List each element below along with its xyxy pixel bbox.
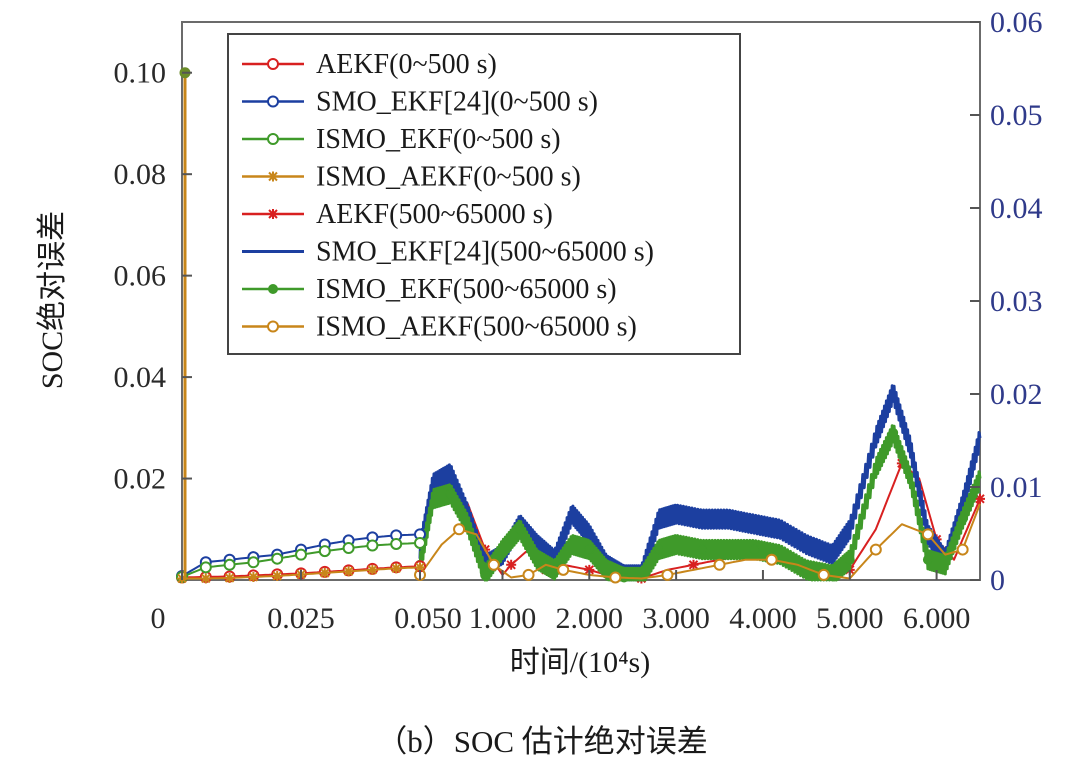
ISMO_EKF(500~65000 s)-marker <box>480 569 491 580</box>
left-tick-label: 0.08 <box>114 158 167 191</box>
legend-marker <box>268 171 278 182</box>
ISMO_AEKF(0~500 s)-marker <box>200 573 211 584</box>
ISMO_AEKF(500~65000 s)-marker <box>487 558 500 571</box>
x-tick-label: 1.000 <box>469 602 537 635</box>
ISMO_AEKF(500~65000 s)-marker <box>453 523 466 536</box>
ISMO_EKF(500~65000 s)-marker <box>514 524 525 535</box>
ISMO_AEKF(500~65000 s)-marker <box>713 558 726 571</box>
ISMO_EKF(500~65000 s)-marker <box>445 488 456 499</box>
x-tick-label: 0 <box>151 602 166 635</box>
ISMO_EKF(500~65000 s)-marker <box>957 514 968 525</box>
x-tick-label: 2.000 <box>556 602 624 635</box>
figure-caption: （b）SOC 估计绝对误差 <box>376 724 708 759</box>
x-axis-label: 时间/(10⁴s) <box>510 646 650 679</box>
legend-box <box>227 33 741 355</box>
ISMO_AEKF(500~65000 s)-marker <box>956 543 969 556</box>
ISMO_EKF(500~65000 s)-marker <box>697 544 708 555</box>
ISMO_EKF(0~500 s)-marker <box>199 561 212 574</box>
x-tick-label: 0.050 <box>394 602 462 635</box>
right-tick-label: 0.01 <box>990 471 1043 504</box>
AEKF(500~65000 s)-marker <box>506 559 517 570</box>
ISMO_AEKF(500~65000 s)-marker <box>817 568 830 581</box>
legend-label: SMO_EKF[24](0~500 s) <box>316 87 598 118</box>
legend-label: ISMO_EKF(500~65000 s) <box>316 274 617 305</box>
x-tick-label: 6.000 <box>903 602 971 635</box>
AEKF(500~65000 s)-marker <box>584 564 595 575</box>
legend-marker <box>267 58 279 70</box>
left-y-axis: 0.02 0.04 0.06 0.08 0.10 <box>114 57 192 496</box>
ISMO_AEKF(0~500 s)-marker <box>391 563 402 574</box>
legend-label: ISMO_EKF(0~500 s) <box>316 124 561 155</box>
y-axis-label: SOC绝对误差 <box>36 211 69 389</box>
ISMO_AEKF(0~500 s)-marker <box>224 572 235 583</box>
ISMO_EKF(0~500 s)-marker <box>318 545 331 558</box>
right-tick-label: 0.04 <box>990 192 1043 225</box>
left-tick-label: 0.02 <box>114 463 167 496</box>
ISMO_AEKF(0~500 s)-marker <box>367 564 378 575</box>
right-tick-label: 0.05 <box>990 99 1043 132</box>
AEKF(500~65000 s)-marker <box>688 559 699 570</box>
series-layer <box>176 67 985 584</box>
legend-marker <box>268 209 278 219</box>
series-ISMO_EKF(500~65000 s) <box>415 424 982 583</box>
ISMO_EKF(500~65000 s)-marker <box>888 427 899 438</box>
right-tick-label: 0.03 <box>990 285 1043 318</box>
right-y-axis: 0 0.01 0.02 0.03 0.04 0.05 0.06 <box>970 6 1043 597</box>
legend-marker <box>267 320 279 333</box>
ISMO_AEKF(500~65000 s)-marker <box>661 568 674 581</box>
ISMO_EKF(0~500 s)-marker <box>342 542 355 555</box>
AEKF(500~65000 s)-marker <box>975 493 985 504</box>
soc-error-chart: 0.020.040.060.080.10 00.010.020.030.040.… <box>36 6 1043 679</box>
x-tick-label: 5.000 <box>816 602 884 635</box>
x-tick-label: 4.000 <box>729 602 797 635</box>
ISMO_AEKF(500~65000 s)-marker <box>869 543 882 556</box>
ISMO_EKF(500~65000 s)-marker <box>844 554 855 565</box>
ISMO_EKF(500~65000 s)-marker <box>922 554 933 565</box>
ISMO_EKF(0~500 s)-marker <box>366 539 379 552</box>
x-tick-label: 3.000 <box>642 602 710 635</box>
right-tick-label: 0.02 <box>990 378 1043 411</box>
ISMO_EKF(500~65000 s)-marker <box>584 544 595 555</box>
ISMO_EKF(0~500 s)-marker <box>223 558 236 571</box>
ISMO_EKF(0~500 s)-marker <box>271 552 284 565</box>
ISMO_EKF(0~500 s)-marker <box>295 548 307 561</box>
ISMO_AEKF(0~500 s)-marker <box>248 571 259 582</box>
x-axis: 0 0.025 0.050 1.000 2.000 3.000 4.000 5.000 6.00… <box>151 570 971 635</box>
ISMO_AEKF(500~65000 s)-marker <box>765 553 778 566</box>
ISMO_AEKF(500~65000 s)-marker <box>557 563 570 576</box>
legend-marker <box>267 133 279 145</box>
ISMO_AEKF(0~500 s)-marker <box>343 566 354 577</box>
ISMO_EKF(0~500 s)-marker <box>247 556 260 569</box>
right-tick-label: 0 <box>990 564 1005 597</box>
series-ISMO_AEKF(500~65000 s) <box>414 503 981 584</box>
legend-label: AEKF(500~65000 s) <box>316 199 553 230</box>
ISMO_EKF(500~65000 s)-marker <box>653 544 664 555</box>
ISMO_EKF(500~65000 s)-marker <box>749 544 760 555</box>
ISMO_AEKF(500~65000 s)-marker <box>921 528 934 541</box>
ISMO_AEKF(0~500 s)-marker <box>272 570 283 581</box>
ISMO_EKF(0~500 s)-marker <box>390 537 403 550</box>
ISMO_AEKF(0~500 s)-marker <box>415 562 425 573</box>
left-tick-label: 0.04 <box>114 361 167 394</box>
right-tick-label: 0.06 <box>990 6 1043 39</box>
legend-label: AEKF(0~500 s) <box>316 49 497 80</box>
legend-label: ISMO_AEKF(0~500 s) <box>316 162 581 193</box>
left-tick-label: 0.06 <box>114 260 167 293</box>
ISMO_AEKF(500~65000 s)-marker <box>609 571 622 584</box>
legend: AEKF(0~500 s) SMO_EKF[24](0~500 s) ISMO_EK… <box>227 33 741 355</box>
left-tick-label: 0.10 <box>114 57 167 90</box>
legend-marker <box>267 95 279 108</box>
ISMO_AEKF(0~500 s)-marker <box>319 567 330 578</box>
ISMO_AEKF(500~65000 s)-marker <box>522 568 535 581</box>
ISMO_EKF(0~500 s)-marker <box>414 536 426 549</box>
legend-marker <box>268 284 278 294</box>
line-ISMO_EKF(500~65000 s) <box>418 424 982 582</box>
x-tick-label: 0.025 <box>267 602 335 635</box>
legend-label: SMO_EKF[24](500~65000 s) <box>316 237 654 268</box>
legend-label: ISMO_AEKF(500~65000 s) <box>316 312 637 343</box>
